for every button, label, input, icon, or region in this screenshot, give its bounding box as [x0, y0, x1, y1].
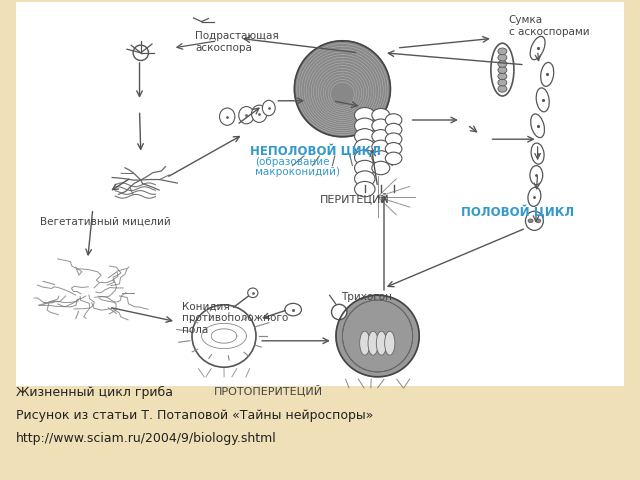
Ellipse shape [541, 62, 554, 86]
Circle shape [372, 119, 390, 132]
Circle shape [385, 143, 402, 155]
Polygon shape [294, 41, 390, 137]
Ellipse shape [530, 36, 545, 60]
Circle shape [372, 140, 390, 154]
Circle shape [372, 151, 390, 164]
Circle shape [285, 303, 301, 316]
Circle shape [372, 108, 390, 122]
Circle shape [498, 73, 507, 80]
Ellipse shape [385, 331, 395, 355]
Text: Сумка
с аскоспорами: Сумка с аскоспорами [509, 15, 589, 37]
Circle shape [372, 161, 390, 175]
Text: (образование: (образование [255, 157, 329, 168]
Text: Вегетативный мицелий: Вегетативный мицелий [40, 217, 171, 227]
Ellipse shape [528, 187, 541, 206]
Ellipse shape [376, 331, 387, 355]
Ellipse shape [133, 45, 148, 60]
Ellipse shape [368, 331, 378, 355]
Ellipse shape [239, 107, 254, 124]
Circle shape [355, 118, 375, 133]
Circle shape [355, 181, 375, 197]
Ellipse shape [360, 331, 370, 355]
Bar [16, 2, 624, 386]
Text: Трихогон: Трихогон [341, 292, 392, 302]
Ellipse shape [531, 114, 545, 138]
Circle shape [498, 48, 507, 55]
Circle shape [355, 139, 375, 155]
Text: ПОЛОВОЙ ЦИКЛ: ПОЛОВОЙ ЦИКЛ [461, 205, 574, 219]
Circle shape [355, 160, 375, 176]
Circle shape [498, 85, 507, 92]
Circle shape [385, 114, 402, 126]
Circle shape [385, 123, 402, 136]
Ellipse shape [252, 105, 267, 122]
Text: макроконидий): макроконидий) [255, 167, 340, 177]
Circle shape [498, 54, 507, 61]
Text: НЕПОЛОВОЙ ЦИКЛ: НЕПОЛОВОЙ ЦИКЛ [250, 144, 381, 158]
Circle shape [385, 152, 402, 165]
Ellipse shape [192, 305, 256, 367]
Circle shape [536, 219, 541, 223]
Ellipse shape [531, 143, 544, 164]
Ellipse shape [220, 108, 235, 125]
Circle shape [372, 130, 390, 143]
Text: http://www.sciam.ru/2004/9/biology.shtml: http://www.sciam.ru/2004/9/biology.shtml [16, 432, 276, 445]
Text: Жизненный цикл гриба: Жизненный цикл гриба [16, 386, 177, 399]
Circle shape [528, 219, 533, 223]
Ellipse shape [530, 166, 543, 185]
Ellipse shape [491, 43, 514, 96]
Circle shape [355, 171, 375, 186]
Text: Конидия
противоположного
пола: Конидия противоположного пола [182, 301, 289, 335]
Ellipse shape [262, 100, 275, 116]
Ellipse shape [525, 211, 543, 230]
Circle shape [355, 108, 375, 123]
Circle shape [385, 133, 402, 145]
Polygon shape [336, 295, 419, 377]
Circle shape [355, 150, 375, 165]
Ellipse shape [536, 88, 549, 112]
Circle shape [498, 79, 507, 86]
Text: Подрастающая
аскоспора: Подрастающая аскоспора [195, 31, 279, 53]
Ellipse shape [248, 288, 258, 298]
Text: ПРОТОПЕРИТЕЦИЙ: ПРОТОПЕРИТЕЦИЙ [214, 385, 323, 396]
Circle shape [498, 60, 507, 67]
Ellipse shape [332, 304, 347, 320]
Circle shape [355, 129, 375, 144]
Text: ПЕРИТЕЦИЙ: ПЕРИТЕЦИЙ [321, 193, 390, 204]
Circle shape [498, 67, 507, 73]
Text: Рисунок из статьи Т. Потаповой «Тайны нейроспоры»: Рисунок из статьи Т. Потаповой «Тайны не… [16, 409, 373, 422]
